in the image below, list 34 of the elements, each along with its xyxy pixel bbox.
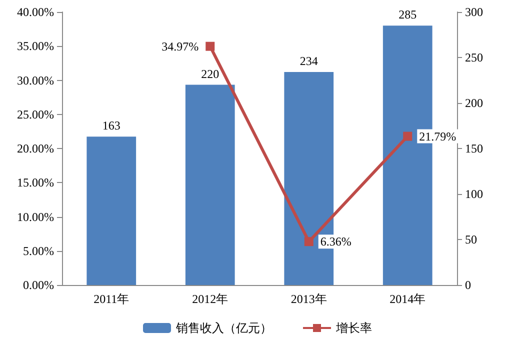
point [304,237,314,246]
data-label: 34.97% [162,39,199,54]
y-tick-label: 30.00% [17,73,54,88]
data-label: 285 [398,8,417,22]
point [206,42,215,51]
y2-tick-label: 100 [465,187,483,201]
y2-tick-label: 200 [465,96,483,110]
bar [86,136,136,285]
y-tick-label: 10.00% [17,210,54,224]
data-label: 234 [300,54,318,68]
bar [185,84,235,285]
data-label: 21.79% [419,129,456,144]
y-tick-label: 40.00% [17,5,54,19]
y2-tick-label: 150 [465,142,483,156]
point [403,132,412,141]
y-tick-label: 35.00% [17,39,54,54]
y-tick-label: 20.00% [17,142,54,156]
legend-label: 销售收入（亿元） [175,321,272,335]
y2-tick-label: 50 [465,232,477,246]
x-tick-label: 2013年 [290,292,327,306]
y2-tick-label: 250 [465,50,483,64]
data-label: 6.36% [320,234,352,249]
x-tick-label: 2011年 [94,292,130,306]
y-tick-label: 0.00% [23,278,54,292]
y2-tick-label: 0 [465,278,471,292]
y2-tick-label: 300 [465,5,483,19]
legend-label: 增长率 [335,321,372,335]
x-tick-label: 2012年 [192,292,228,306]
x-tick-label: 2014年 [390,292,426,306]
y-tick-label: 15.00% [17,176,54,190]
y-tick-label: 25.00% [17,107,54,122]
y-tick-label: 5.00% [23,244,54,258]
data-label: 163 [102,118,120,133]
data-label: 220 [201,66,220,81]
